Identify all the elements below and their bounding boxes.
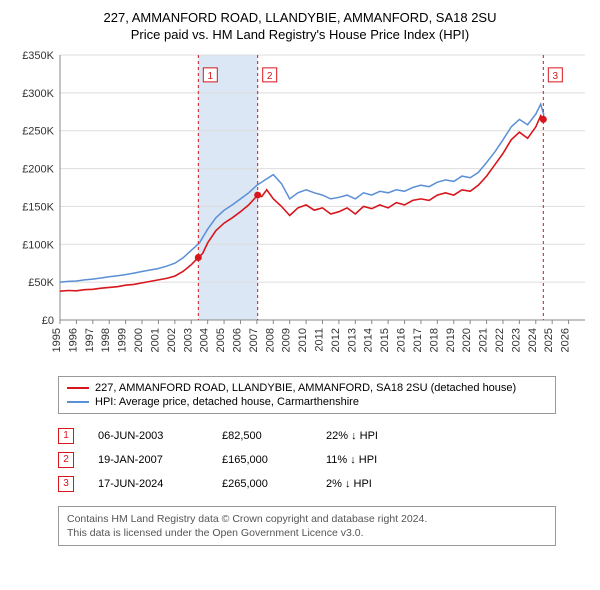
legend-item: HPI: Average price, detached house, Carm… [67,395,547,409]
x-tick-label: 1997 [84,328,96,352]
x-tick-label: 2022 [494,328,506,352]
x-tick-label: 2024 [527,328,539,352]
x-tick-label: 2011 [314,328,326,352]
chart-legend: 227, AMMANFORD ROAD, LLANDYBIE, AMMANFOR… [58,376,556,414]
x-tick-label: 2026 [560,328,572,352]
chart-title-line1: 227, AMMANFORD ROAD, LLANDYBIE, AMMANFOR… [10,10,590,25]
x-tick-label: 2002 [166,328,178,352]
y-tick-label: £0 [42,315,54,327]
x-tick-label: 1995 [51,328,63,352]
x-tick-label: 2008 [264,328,276,352]
x-tick-label: 1999 [117,328,129,352]
event-date: 19-JAN-2007 [98,454,198,466]
x-tick-label: 2010 [297,328,309,352]
line-chart: £0 £50K £100K £150K £200K £250K £300K £350K 1995… [10,50,590,370]
attribution-footer: Contains HM Land Registry data © Crown c… [58,506,556,546]
x-tick-label: 2015 [379,328,391,352]
event-row: 2 19-JAN-2007 £165,000 11% ↓ HPI [58,448,548,472]
event-marker-icon: 1 [58,428,74,444]
x-tick-label: 2007 [248,328,260,352]
legend-swatch [67,401,89,403]
legend-swatch [67,387,89,389]
y-tick-label: £50K [28,277,54,289]
chart-title-line2: Price paid vs. HM Land Registry's House … [10,27,590,42]
x-tick-label: 2004 [199,328,211,352]
x-tick-label: 2017 [412,328,424,352]
event-point [195,254,202,261]
legend-item: 227, AMMANFORD ROAD, LLANDYBIE, AMMANFOR… [67,381,547,395]
x-tick-label: 1996 [67,328,79,352]
event-delta: 22% ↓ HPI [326,430,406,442]
event-label-number: 1 [208,71,214,82]
y-tick-label: £250K [22,126,54,138]
event-point [540,116,547,123]
x-tick-label: 2003 [182,328,194,352]
x-tick-label: 1998 [100,328,112,352]
event-price: £82,500 [222,430,302,442]
x-tick-label: 2023 [510,328,522,352]
event-row: 3 17-JUN-2024 £265,000 2% ↓ HPI [58,472,548,496]
event-marker-icon: 3 [58,476,74,492]
y-tick-label: £100K [22,239,54,251]
event-label-number: 2 [267,71,273,82]
x-tick-label: 2020 [461,328,473,352]
x-tick-label: 2006 [231,328,243,352]
event-delta: 11% ↓ HPI [326,454,406,466]
events-table: 1 06-JUN-2003 £82,500 22% ↓ HPI 2 19-JAN… [58,424,548,496]
y-tick-label: £350K [22,50,54,62]
x-tick-label: 2014 [363,328,375,352]
chart-container: £0 £50K £100K £150K £200K £250K £300K £350K 1995… [10,50,590,370]
x-tick-label: 2021 [478,328,490,352]
x-tick-label: 2016 [396,328,408,352]
event-price: £265,000 [222,478,302,490]
footer-line: This data is licensed under the Open Gov… [67,526,547,540]
footer-line: Contains HM Land Registry data © Crown c… [67,512,547,526]
x-tick-label: 2013 [346,328,358,352]
series-price_paid [60,116,543,292]
y-tick-label: £200K [22,164,54,176]
event-price: £165,000 [222,454,302,466]
chart-title-block: 227, AMMANFORD ROAD, LLANDYBIE, AMMANFOR… [10,10,590,42]
event-date: 17-JUN-2024 [98,478,198,490]
x-tick-label: 2012 [330,328,342,352]
x-tick-label: 2019 [445,328,457,352]
x-tick-label: 2009 [281,328,293,352]
event-label-number: 3 [553,71,559,82]
x-tick-label: 2000 [133,328,145,352]
x-tick-label: 2018 [428,328,440,352]
x-tick-label: 2001 [149,328,161,352]
legend-label: 227, AMMANFORD ROAD, LLANDYBIE, AMMANFOR… [95,382,516,394]
x-tick-label: 2025 [543,328,555,352]
event-delta: 2% ↓ HPI [326,478,406,490]
event-row: 1 06-JUN-2003 £82,500 22% ↓ HPI [58,424,548,448]
x-tick-label: 2005 [215,328,227,352]
event-marker-icon: 2 [58,452,74,468]
event-point [254,192,261,199]
y-tick-label: £150K [22,201,54,213]
y-tick-label: £300K [22,88,54,100]
event-date: 06-JUN-2003 [98,430,198,442]
legend-label: HPI: Average price, detached house, Carm… [95,396,359,408]
